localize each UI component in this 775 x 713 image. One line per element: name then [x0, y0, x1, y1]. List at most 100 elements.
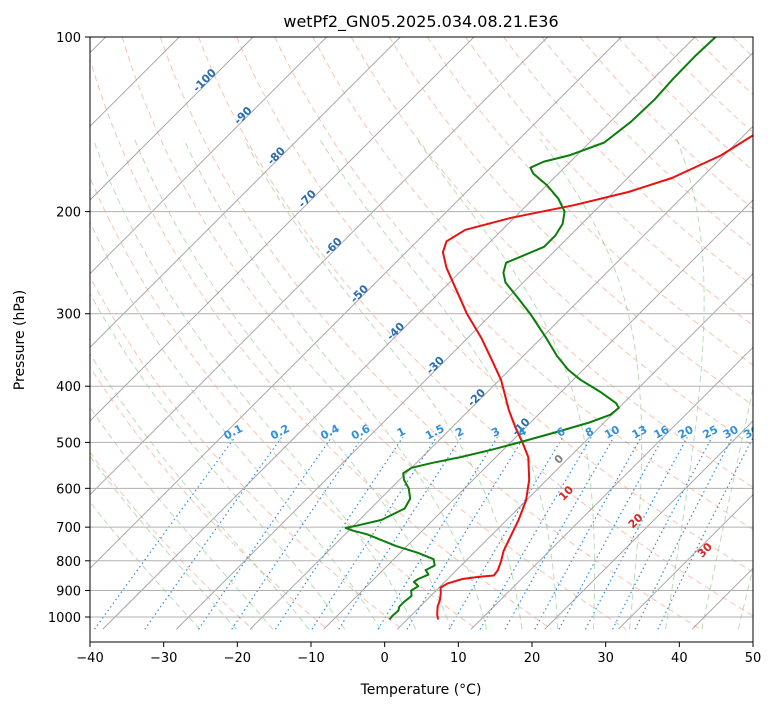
y-tick-label: 200	[56, 206, 81, 221]
isotherm-label: -90	[231, 104, 254, 127]
moist-adiabat-line	[184, 139, 487, 629]
moist-adiabat-label: 10	[556, 483, 576, 503]
mixing-ratio-line	[232, 437, 363, 629]
mixing-ratio-label: 20	[676, 423, 696, 442]
x-tick-label: 20	[524, 651, 541, 666]
isotherm-line	[471, 37, 775, 629]
temperature-profile-line	[437, 37, 775, 620]
mixing-ratio-label: 0.1	[222, 422, 245, 443]
dry-adiabat-line	[389, 37, 775, 629]
dry-adiabat-line	[275, 37, 775, 629]
mixing-ratio-label: 0.2	[268, 422, 291, 443]
x-tick-label: 0	[381, 651, 389, 666]
dry-adiabat-line	[733, 37, 775, 629]
mixing-ratio-label: 0.4	[318, 422, 342, 443]
isotherm-line	[618, 37, 775, 629]
x-tick-label: −10	[297, 651, 324, 666]
isotherm-label: -70	[296, 187, 319, 210]
isotherm-label: -60	[322, 235, 345, 258]
mixing-ratio-label: 3	[489, 425, 502, 440]
mixing-ratio-line	[339, 437, 462, 629]
dry-adiabat-line	[504, 37, 775, 629]
isotherm-line	[0, 37, 327, 629]
dry-adiabat-line	[0, 37, 253, 629]
mixing-ratio-line	[95, 437, 235, 629]
isotherm-line	[766, 37, 775, 629]
dry-adiabat-line	[656, 37, 775, 629]
mixing-ratio-line	[635, 437, 732, 629]
y-axis-ticks: 100 200 300 400 500 600 700 800 900 1000	[48, 31, 90, 626]
moist-adiabat-label: 20	[626, 511, 646, 531]
mixing-ratio-label: 2	[453, 425, 466, 440]
isotherm-label: -20	[465, 386, 488, 409]
x-tick-label: 50	[745, 651, 762, 666]
isotherm-label: -100	[190, 66, 219, 95]
x-tick-label: 40	[671, 651, 688, 666]
pressure-gridlines	[90, 212, 753, 617]
y-tick-label: 700	[56, 521, 81, 536]
y-tick-label: 800	[56, 555, 81, 570]
isotherm-line	[0, 37, 253, 629]
moist-adiabat-label: 40	[764, 569, 775, 589]
moist-adiabat-line	[702, 139, 775, 629]
zero-label: 0	[552, 452, 567, 467]
isotherm-label: -40	[384, 320, 407, 343]
isotherm-line	[397, 37, 775, 629]
y-tick-label: 1000	[48, 611, 81, 626]
mixing-ratio-label: 0.6	[349, 422, 373, 443]
moist-adiabat-line	[135, 139, 452, 629]
dry-adiabat-line	[8, 37, 402, 629]
dry-adiabat-line	[84, 37, 552, 629]
dry-adiabat-line	[771, 37, 775, 629]
y-tick-label: 900	[56, 584, 81, 599]
mixing-ratio-line	[145, 437, 282, 629]
moist-adiabat-line	[320, 139, 558, 629]
mixing-ratio-label: 13	[630, 423, 650, 442]
y-tick-label: 600	[56, 482, 81, 497]
y-tick-label: 400	[56, 380, 81, 395]
x-tick-label: −40	[76, 651, 103, 666]
y-tick-label: 300	[56, 308, 81, 323]
moist-adiabat-line	[540, 139, 641, 629]
mixing-ratio-label: 1	[395, 425, 408, 440]
chart-title: wetPf2_GN05.2025.034.08.21.E36	[283, 12, 558, 32]
x-axis-ticks: −40 −30 −20 −10 0 10 20 30 40 50	[76, 642, 761, 666]
x-tick-label: −20	[224, 651, 251, 666]
x-axis-label: Temperature (°C)	[360, 682, 482, 698]
mixing-ratio-label: 6	[555, 425, 568, 440]
isotherm-line	[545, 37, 775, 629]
isotherm-label: -30	[424, 354, 447, 377]
dry-adiabat-line	[351, 37, 775, 629]
isotherm-label: -80	[265, 144, 288, 167]
moist-adiabat-line	[58, 139, 381, 629]
mixing-ratio-label: 36	[742, 423, 762, 442]
dry-adiabat-line	[237, 37, 775, 629]
isotherm-line	[0, 37, 400, 629]
dry-adiabat-line	[580, 37, 775, 629]
isotherm-label: -50	[348, 282, 371, 305]
moist-adiabat-line	[0, 139, 273, 629]
x-tick-label: 10	[450, 651, 467, 666]
moist-adiabat-label: 30	[695, 540, 715, 560]
mixing-ratio-line	[199, 437, 332, 629]
moist-adiabat-line	[738, 139, 775, 629]
isotherm-line	[29, 37, 621, 629]
mixing-ratio-line	[449, 437, 563, 629]
y-axis-label: Pressure (hPa)	[12, 290, 28, 390]
mixing-ratio-label: 25	[701, 423, 721, 442]
mixing-ratio-line	[613, 437, 712, 629]
x-tick-label: 30	[597, 651, 614, 666]
moist-adiabat-line	[0, 139, 309, 629]
mixing-ratio-label: 16	[652, 423, 672, 442]
profile-lines	[346, 37, 775, 620]
x-tick-label: −30	[150, 651, 177, 666]
moist-adiabat-line	[0, 139, 200, 629]
moist-adiabat-line	[417, 139, 595, 629]
moist-adiabat-line	[93, 139, 416, 629]
plot-frame	[90, 37, 753, 642]
dry-adiabat-line	[618, 37, 775, 629]
y-tick-label: 500	[56, 436, 81, 451]
y-tick-label: 100	[56, 31, 81, 46]
